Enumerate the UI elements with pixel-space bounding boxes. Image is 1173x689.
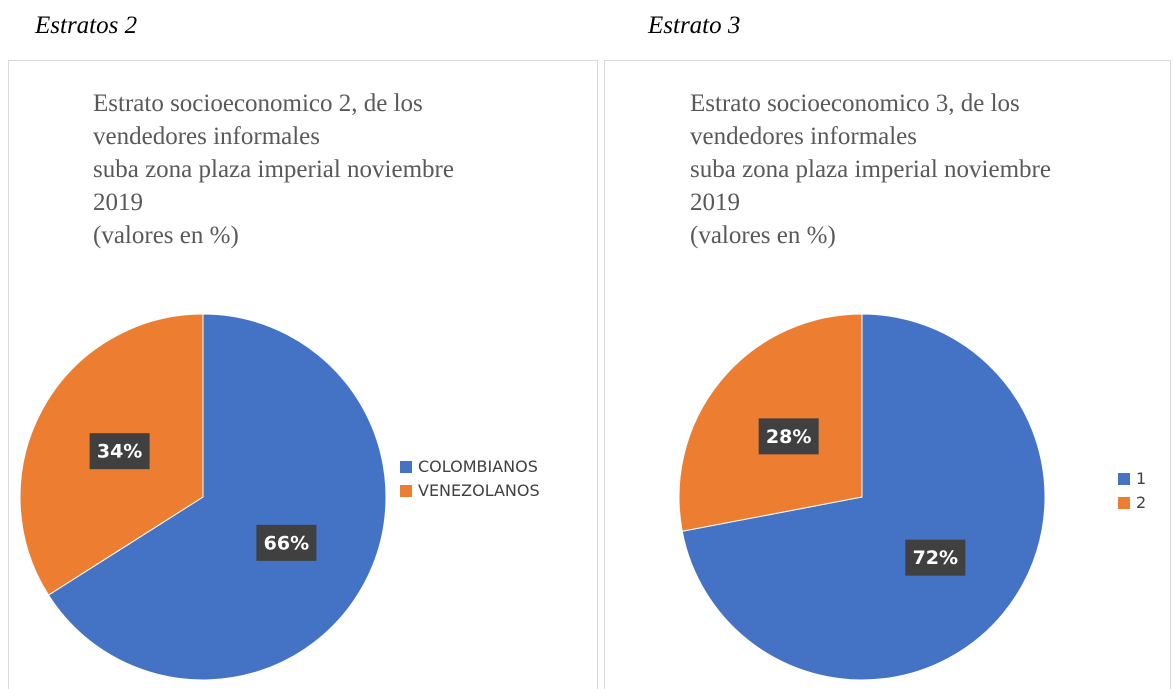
caption: Estrato 3 <box>648 12 741 39</box>
title-line: (valores en %) <box>93 222 239 249</box>
legend-item: 1 <box>1118 467 1173 491</box>
data-label-box <box>905 539 966 576</box>
title-line: Estrato socioeconomico 3, de los <box>690 90 1020 117</box>
title-line: (valores en %) <box>690 222 836 249</box>
chart-title: Estrato socioeconomico 2, de los vendedor… <box>93 87 454 252</box>
data-label-box <box>256 524 317 561</box>
data-label-box <box>89 433 150 470</box>
legend-label: 2 <box>1136 493 1147 512</box>
legend-swatch <box>1118 497 1130 509</box>
legend-item: VENEZOLANOS <box>400 479 540 503</box>
title-line: 2019 <box>690 189 740 216</box>
data-label-box <box>758 418 819 455</box>
data-label: 34% <box>97 441 142 463</box>
legend-swatch <box>1118 473 1130 485</box>
legend-item: COLOMBIANOS <box>400 455 540 479</box>
title-line: Estrato socioeconomico 2, de los <box>93 90 423 117</box>
title-line: 2019 <box>93 189 143 216</box>
legend-swatch <box>400 461 412 473</box>
data-label: 28% <box>766 426 811 448</box>
caption: Estratos 2 <box>35 12 138 39</box>
chart-frame <box>604 60 1171 689</box>
legend-label: 1 <box>1136 469 1147 488</box>
title-line: vendedores informales <box>690 123 918 150</box>
title-line: suba zona plaza imperial noviembre <box>93 156 454 183</box>
pie-slice <box>47 313 387 681</box>
title-line: suba zona plaza imperial noviembre <box>690 156 1051 183</box>
chart-title: Estrato socioeconomico 3, de los vendedor… <box>690 87 1051 252</box>
legend-item: 2 <box>1118 491 1173 515</box>
legend-label: COLOMBIANOS <box>418 457 538 476</box>
legend: COLOMBIANOS VENEZOLANOS <box>400 455 540 503</box>
chart-frame <box>8 60 598 689</box>
data-label: 72% <box>913 547 958 569</box>
title-line: vendedores informales <box>93 123 321 150</box>
data-label: 66% <box>264 532 309 554</box>
legend-label: VENEZOLANOS <box>418 481 540 500</box>
pie-slice <box>681 313 1046 681</box>
legend-swatch <box>400 485 412 497</box>
